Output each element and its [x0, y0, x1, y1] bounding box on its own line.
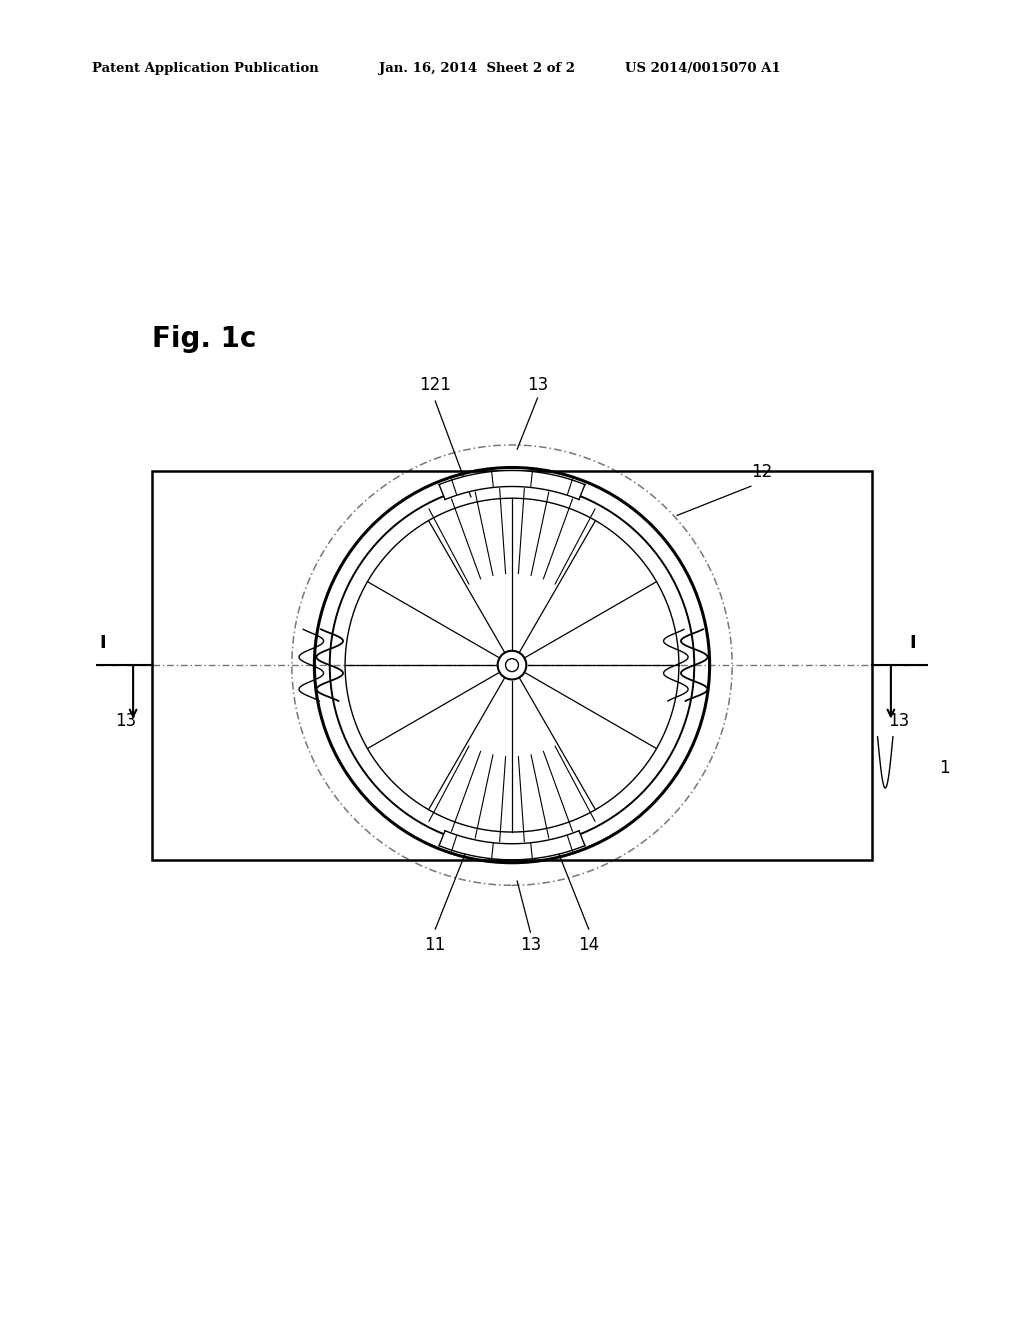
Polygon shape [439, 830, 585, 859]
Text: 11: 11 [425, 936, 445, 954]
Ellipse shape [506, 659, 518, 672]
Text: I: I [99, 634, 105, 652]
Ellipse shape [498, 651, 526, 680]
Text: US 2014/0015070 A1: US 2014/0015070 A1 [625, 62, 780, 75]
Text: Fig. 1c: Fig. 1c [152, 325, 256, 352]
Text: Patent Application Publication: Patent Application Publication [92, 62, 318, 75]
Text: 13: 13 [888, 713, 909, 730]
Text: 13: 13 [527, 376, 548, 393]
Bar [152, 470, 872, 859]
Text: 13: 13 [115, 713, 136, 730]
Text: Jan. 16, 2014  Sheet 2 of 2: Jan. 16, 2014 Sheet 2 of 2 [379, 62, 574, 75]
Text: 121: 121 [419, 376, 452, 393]
Text: 14: 14 [579, 936, 599, 954]
Polygon shape [439, 470, 585, 499]
Text: 12: 12 [752, 463, 772, 480]
Text: I: I [910, 634, 916, 652]
Text: 1: 1 [939, 759, 949, 776]
Text: 13: 13 [520, 936, 541, 954]
